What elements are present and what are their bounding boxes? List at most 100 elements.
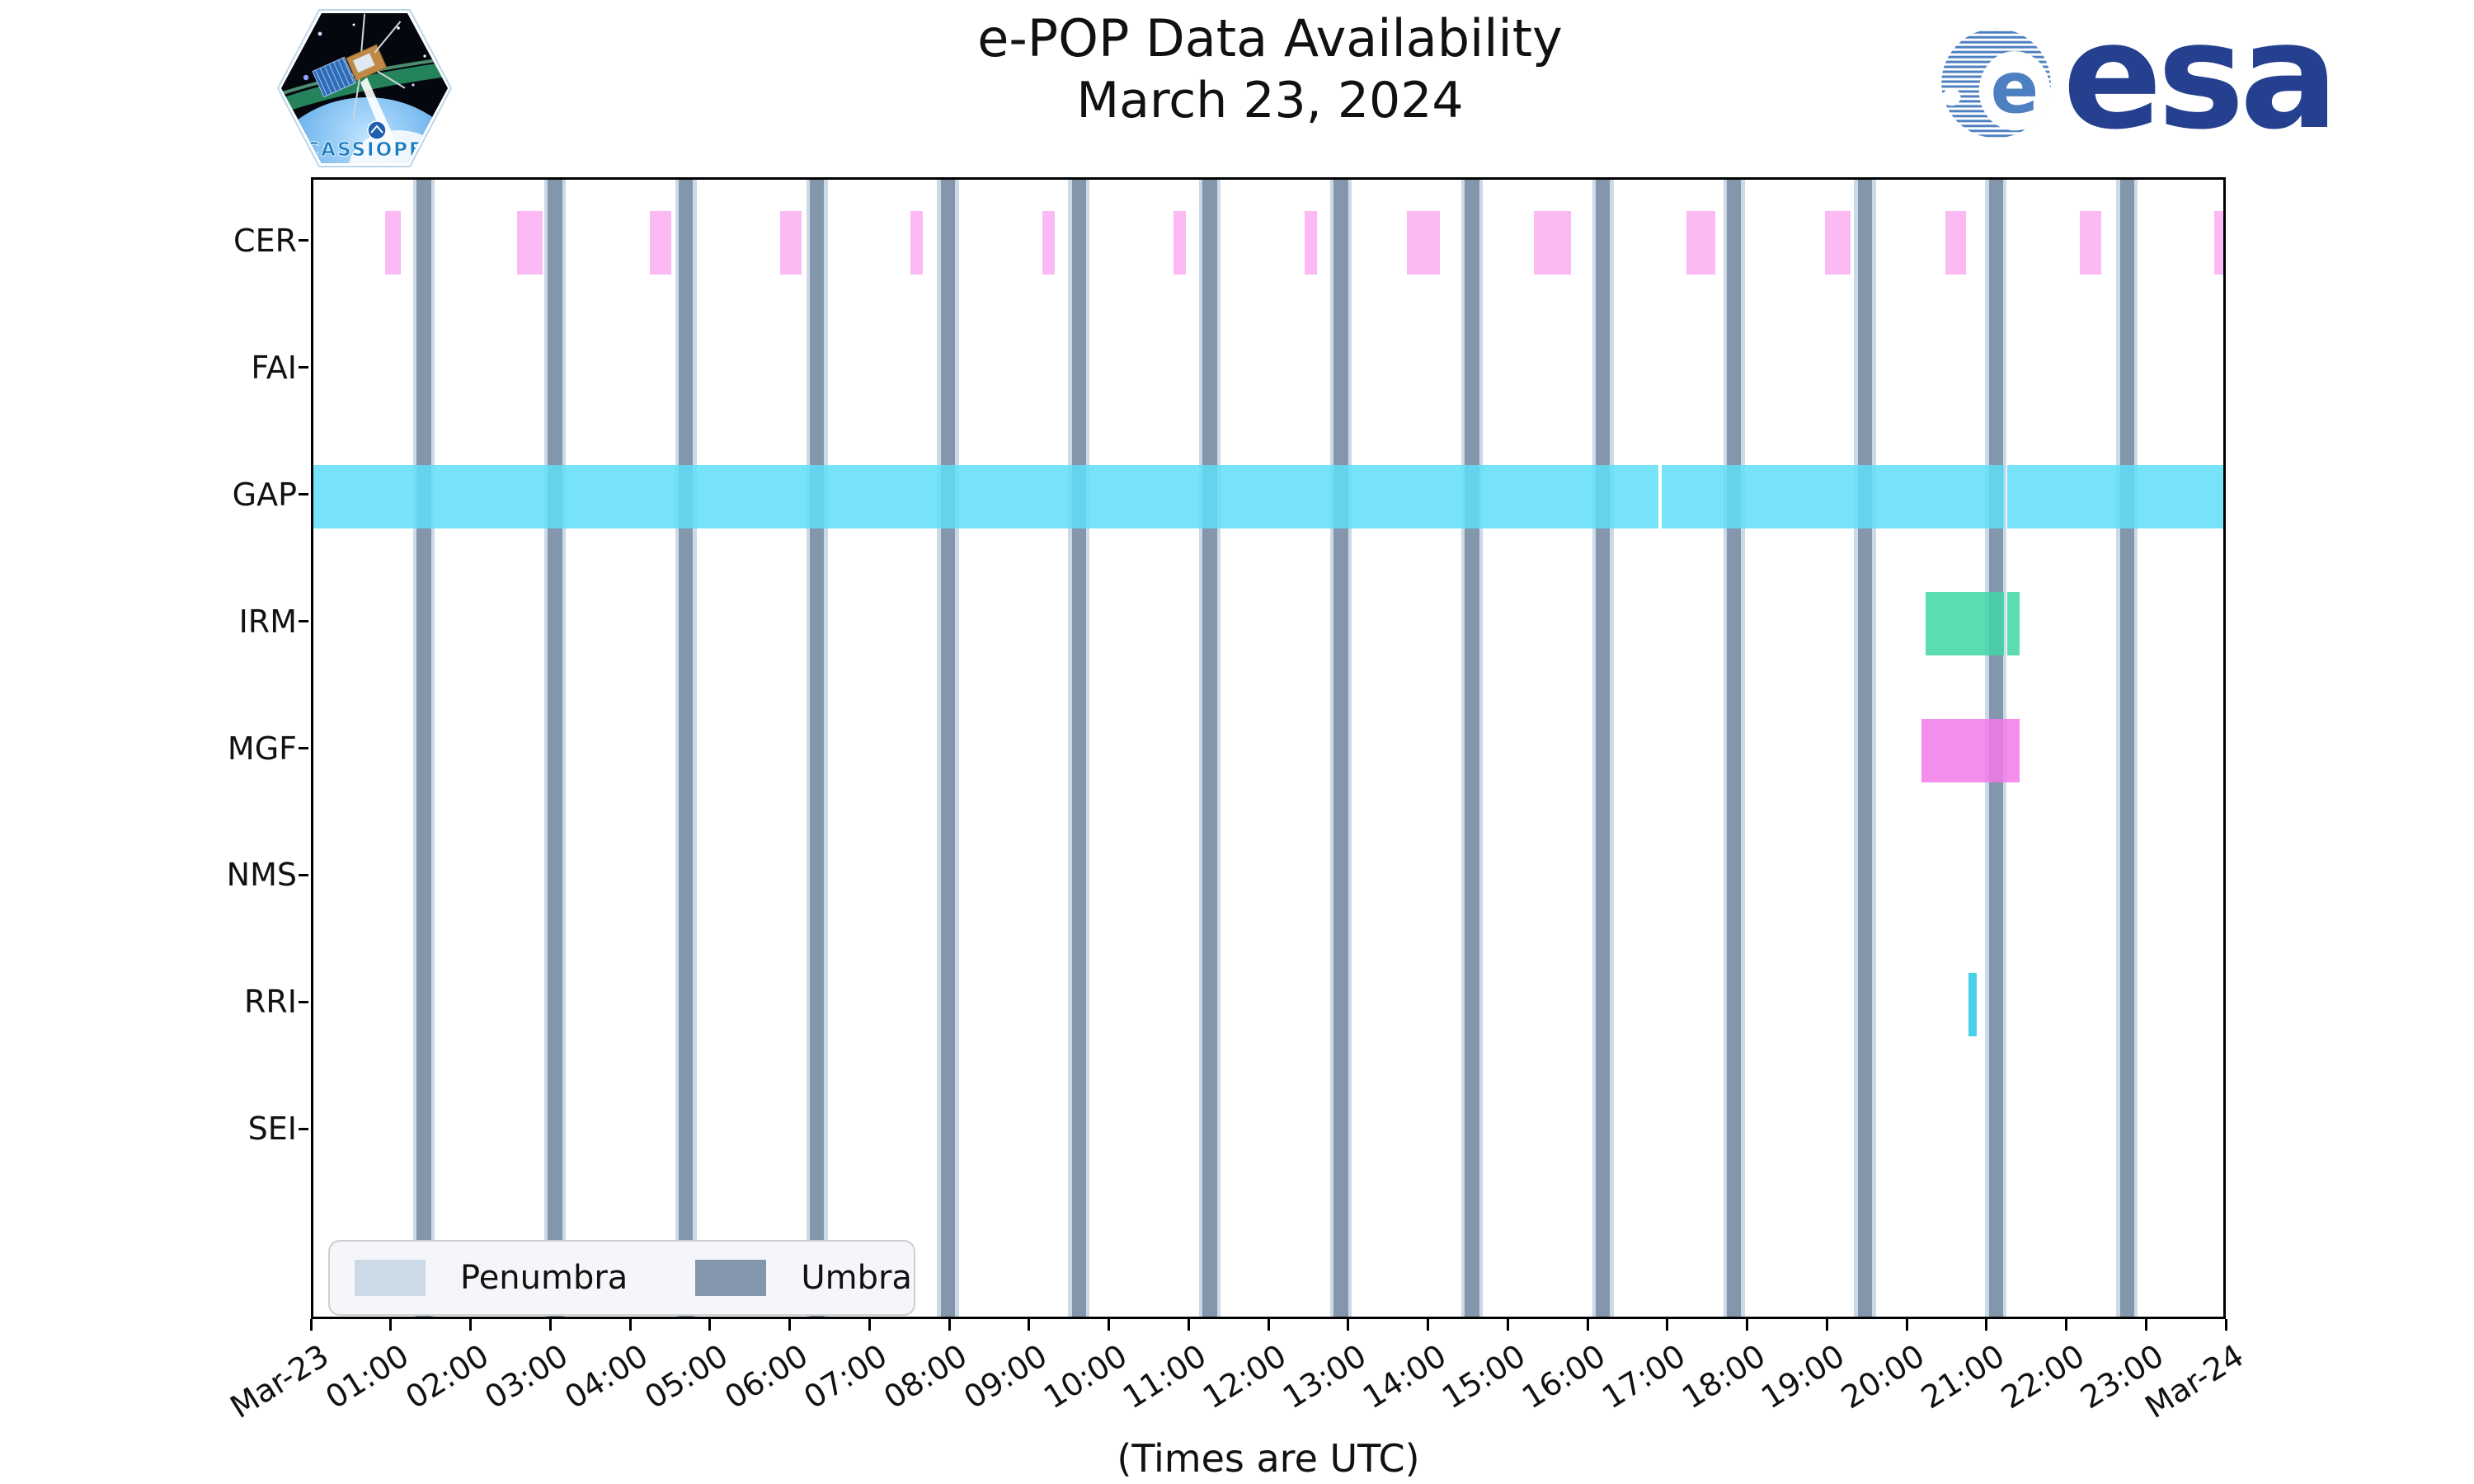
x-axis-label: 02:00 [398, 1337, 495, 1416]
y-axis-label-cer: CER [233, 222, 297, 259]
x-axis-label: 11:00 [1117, 1337, 1213, 1416]
legend-label-penumbra: Penumbra [460, 1259, 628, 1297]
x-tick [788, 1319, 791, 1331]
cassiope-mission-patch-icon: CASSIOPE [275, 7, 454, 170]
umbra-column [1202, 180, 1217, 1317]
y-tick-cer [299, 239, 308, 242]
umbra-column [2119, 180, 2134, 1317]
umbra-column [1333, 180, 1348, 1317]
legend-label-umbra: Umbra [801, 1259, 912, 1297]
x-axis-label: 07:00 [797, 1337, 894, 1416]
x-axis-label: 05:00 [637, 1337, 735, 1416]
x-tick [868, 1319, 871, 1331]
x-axis-label: 16:00 [1516, 1337, 1612, 1416]
y-tick-gap [299, 493, 308, 496]
chart-title-block: e-POP Data Availability March 23, 2024 [866, 7, 1674, 130]
x-axis-label: 13:00 [1276, 1337, 1373, 1416]
x-tick [1427, 1319, 1429, 1331]
availability-bar-cer [650, 211, 672, 275]
y-axis-label-fai: FAI [251, 349, 297, 386]
x-axis-label: 19:00 [1755, 1337, 1851, 1416]
availability-bar-cer [1534, 211, 1571, 275]
availability-bar-irm [1926, 592, 2005, 656]
x-tick [1985, 1319, 1988, 1331]
y-axis-label-mgf: MGF [227, 730, 297, 767]
x-tick [1825, 1319, 1828, 1331]
availability-bar-gap [1662, 465, 2005, 529]
svg-text:e: e [1991, 48, 2039, 130]
umbra-column [940, 180, 956, 1317]
availability-bar-cer [1945, 211, 1966, 275]
x-tick [1666, 1319, 1669, 1331]
x-tick [1108, 1319, 1110, 1331]
x-tick [708, 1319, 712, 1331]
availability-bar-cer [1304, 211, 1318, 275]
x-axis-label: 06:00 [717, 1337, 814, 1416]
x-tick [1746, 1319, 1748, 1331]
x-axis-label: 04:00 [558, 1337, 655, 1416]
x-tick [1187, 1319, 1190, 1331]
x-axis-label: 14:00 [1356, 1337, 1452, 1416]
y-tick-fai [299, 366, 308, 369]
availability-bar-cer [910, 211, 924, 275]
x-tick [1347, 1319, 1350, 1331]
esa-logo: e esa [1938, 3, 2339, 153]
x-tick [548, 1319, 552, 1331]
x-axis-label: 12:00 [1197, 1337, 1293, 1416]
x-tick [1905, 1319, 1908, 1331]
x-axis-label: 21:00 [1914, 1337, 2011, 1416]
x-tick [1267, 1319, 1270, 1331]
umbra-column [679, 180, 694, 1317]
x-tick [2224, 1319, 2227, 1331]
x-axis-label: 20:00 [1835, 1337, 1931, 1416]
y-tick-sei [299, 1127, 308, 1130]
x-axis-label: 17:00 [1595, 1337, 1692, 1416]
x-axis-label: 22:00 [1994, 1337, 2091, 1416]
esa-emblem-icon: e [1941, 28, 2051, 139]
y-tick-mgf [299, 747, 308, 749]
esa-wordmark-text: esa [2062, 0, 2339, 162]
umbra-column [1726, 180, 1742, 1317]
availability-bar-gap [313, 465, 1658, 529]
availability-bar-cer [779, 211, 802, 275]
x-axis-label: 08:00 [877, 1337, 974, 1416]
x-tick [948, 1319, 951, 1331]
y-tick-rri [299, 1000, 308, 1003]
availability-bar-cer [2213, 211, 2223, 275]
umbra-column [416, 180, 431, 1317]
availability-bar-cer [1686, 211, 1715, 275]
availability-bar-cer [516, 211, 543, 275]
availability-bar-mgf [1921, 719, 2020, 782]
availability-bar-cer [1825, 211, 1851, 275]
penumbra-swatch-icon [355, 1260, 426, 1296]
y-axis-label-irm: IRM [238, 603, 297, 640]
umbra-column [809, 180, 825, 1317]
availability-bar-gap [2007, 465, 2223, 529]
chart-subtitle: March 23, 2024 [1076, 71, 1464, 129]
x-axis-note: (Times are UTC) [1117, 1436, 1420, 1481]
availability-bar-cer [2080, 211, 2102, 275]
x-tick [309, 1319, 313, 1331]
availability-bar-cer [1407, 211, 1441, 275]
umbra-column [1071, 180, 1086, 1317]
x-axis-label: 15:00 [1436, 1337, 1532, 1416]
y-tick-nms [299, 873, 308, 876]
x-axis-label: 03:00 [478, 1337, 575, 1416]
x-tick [1586, 1319, 1589, 1331]
cassiope-patch-text: CASSIOPE [305, 139, 423, 161]
legend: Penumbra Umbra [328, 1240, 915, 1316]
x-tick [2144, 1319, 2147, 1331]
availability-bar-rri [1968, 972, 1978, 1036]
x-axis-label: 18:00 [1675, 1337, 1771, 1416]
chart-title: e-POP Data Availability [977, 8, 1563, 68]
cassiope-patch-graphic: CASSIOPE [276, 9, 453, 167]
y-axis-label-nms: NMS [226, 857, 297, 894]
availability-bar-cer [1042, 211, 1055, 275]
y-axis-label-gap: GAP [232, 476, 297, 513]
x-tick [469, 1319, 472, 1331]
x-tick [389, 1319, 393, 1331]
availability-bar-irm [2007, 592, 2020, 656]
y-axis-label-sei: SEI [247, 1111, 297, 1148]
availability-bar-cer [385, 211, 402, 275]
